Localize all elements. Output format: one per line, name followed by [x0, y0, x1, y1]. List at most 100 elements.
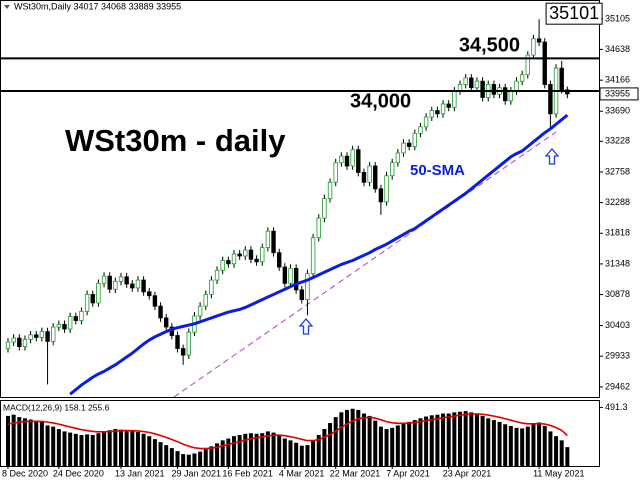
- macd-bar: [135, 432, 140, 466]
- candle-body: [147, 291, 152, 297]
- plot-area: [5, 19, 570, 396]
- macd-bar: [311, 440, 316, 466]
- macd-bar: [11, 414, 16, 466]
- macd-bar: [169, 448, 174, 466]
- candle-body: [480, 80, 485, 98]
- macd-bar: [6, 415, 10, 466]
- macd-bar: [424, 416, 429, 466]
- candle-body: [344, 155, 350, 167]
- macd-bar: [107, 430, 112, 466]
- candle-body: [508, 90, 514, 102]
- macd-bar: [130, 431, 135, 466]
- macd-bar: [333, 417, 338, 466]
- chart-title: WSt30m - daily: [65, 123, 286, 158]
- macd-bar: [243, 433, 248, 466]
- x-tick-label: 11 May 2021: [533, 468, 584, 478]
- macd-bar: [215, 443, 220, 466]
- candle-body: [559, 67, 564, 91]
- candle-body: [271, 230, 276, 254]
- candle-body: [243, 249, 248, 257]
- macd-panel: [0, 400, 600, 467]
- macd-bar: [378, 426, 383, 466]
- macd-bar: [373, 420, 378, 466]
- header-icon: [4, 5, 10, 9]
- candle-body: [73, 316, 78, 321]
- candle-body: [237, 253, 242, 257]
- macd-bar: [395, 425, 400, 466]
- macd-bar: [435, 414, 440, 466]
- candle-body: [28, 334, 33, 340]
- x-tick-label: 24 Dec 2020: [53, 468, 104, 478]
- macd-bar: [316, 434, 321, 466]
- candle-body: [395, 152, 401, 164]
- macd-bar: [525, 426, 530, 466]
- macd-bar: [96, 433, 101, 466]
- candle-body: [90, 294, 95, 304]
- macd-bar: [119, 429, 123, 466]
- macd-bar: [322, 429, 327, 466]
- macd-bar: [520, 428, 525, 466]
- macd-bar: [158, 442, 163, 466]
- macd-bar: [429, 415, 434, 466]
- macd-bar: [474, 413, 479, 466]
- y-tick-label: 31818: [605, 228, 630, 238]
- candle-body: [423, 116, 429, 128]
- macd-bar: [288, 440, 293, 466]
- macd-bar: [28, 419, 33, 466]
- y-tick-label: 32758: [605, 166, 630, 176]
- macd-bar: [79, 434, 84, 466]
- x-tick-label: 22 Mar 2021: [330, 468, 381, 478]
- macd-bar: [446, 413, 451, 466]
- x-tick-label: 8 Dec 2020: [2, 468, 48, 478]
- macd-bar: [503, 424, 508, 466]
- candle-body: [401, 142, 406, 154]
- y-tick-label: 29462: [605, 381, 630, 391]
- candle-body: [282, 266, 288, 284]
- candle-body: [440, 103, 446, 115]
- candle-body: [542, 41, 547, 85]
- macd-bar: [181, 454, 186, 466]
- candle-body: [84, 294, 90, 312]
- candle-body: [452, 90, 457, 108]
- macd-bar: [226, 438, 231, 466]
- x-tick-label: 29 Jan 2021: [172, 468, 222, 478]
- last-price-label: 33955: [605, 88, 630, 98]
- candle-body: [180, 348, 186, 356]
- macd-bar: [34, 420, 39, 466]
- y-tick-label: 34166: [605, 75, 630, 85]
- x-tick-label: 16 Feb 2021: [222, 468, 273, 478]
- candle-body: [214, 269, 220, 281]
- macd-bar: [412, 420, 417, 466]
- macd-bar: [152, 439, 157, 466]
- candle-body: [514, 80, 519, 92]
- candle-body: [519, 74, 525, 82]
- macd-signal: [7, 413, 568, 450]
- x-tick-label: 23 Apr 2021: [443, 468, 492, 478]
- candle-body: [34, 334, 39, 338]
- macd-bar: [350, 408, 355, 466]
- candle-body: [305, 273, 310, 301]
- candle-body: [124, 276, 129, 285]
- candle-body: [412, 132, 417, 147]
- macd-bar: [198, 451, 203, 466]
- macd-bar: [147, 436, 152, 466]
- macd-bar: [124, 430, 129, 466]
- candle-body: [293, 267, 299, 291]
- macd-bar: [491, 420, 496, 466]
- macd-bar: [390, 427, 395, 466]
- main-panel: [0, 0, 600, 398]
- macd-bar: [469, 412, 474, 466]
- candle-body: [299, 289, 304, 301]
- candle-body: [96, 282, 101, 304]
- macd-bar: [260, 433, 265, 466]
- level-label: 34,500: [459, 35, 520, 57]
- macd-bar: [508, 426, 513, 466]
- macd-bar: [486, 418, 491, 466]
- macd-bar: [56, 429, 61, 466]
- candle-body: [79, 310, 84, 321]
- y-tick-label: 30878: [605, 289, 630, 299]
- macd-bar: [141, 433, 146, 466]
- y-tick-label: 32288: [605, 197, 630, 207]
- trend-line: [173, 131, 557, 397]
